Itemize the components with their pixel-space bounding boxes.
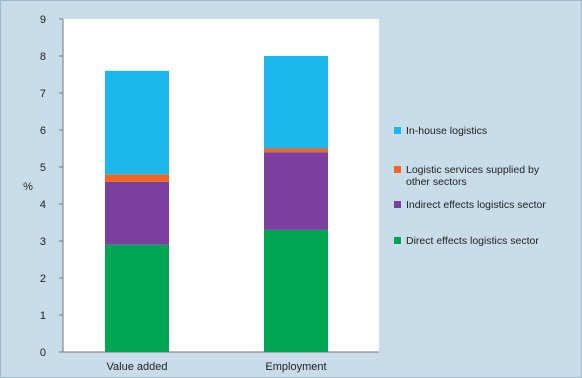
legend-swatch [394,166,401,173]
y-tick-label: 2 [40,273,46,285]
y-tick-label: 4 [40,199,46,211]
bar-segment [264,56,328,149]
axes: 0 1 2 3 4 5 6 7 8 9 [40,14,379,359]
y-tick-label: 9 [40,14,46,26]
legend-swatch [394,237,401,244]
y-tick-label: 7 [40,88,46,100]
bar-segment [105,181,169,245]
y-tick-label: 6 [40,125,46,137]
bar-segment [105,244,169,352]
x-axis-labels: Value added Employment [107,361,327,373]
legend: In-house logistics Logistic services supp… [394,125,546,247]
x-tick-label: Employment [265,361,326,373]
legend-label: Direct effects logistics sector [406,235,539,247]
legend-swatch [394,201,401,208]
y-tick-label: 1 [40,310,46,322]
bar-segment [264,229,328,352]
x-tick-label: Value added [107,361,168,373]
y-tick-label: 5 [40,162,46,174]
legend-label: In-house logistics [406,125,487,137]
bars [105,56,328,352]
y-tick-label: 3 [40,236,46,248]
y-axis-label: % [23,181,33,193]
legend-label: Indirect effects logistics sector [406,199,546,211]
bar-segment [264,148,328,153]
bar-segment [105,174,169,182]
bar-segment [105,70,169,175]
y-tick-label: 8 [40,51,46,63]
legend-label: Logistic services supplied by other secto… [406,164,540,188]
bar-segment [264,152,328,230]
y-tick-label: 0 [40,347,46,359]
legend-swatch [394,127,401,134]
